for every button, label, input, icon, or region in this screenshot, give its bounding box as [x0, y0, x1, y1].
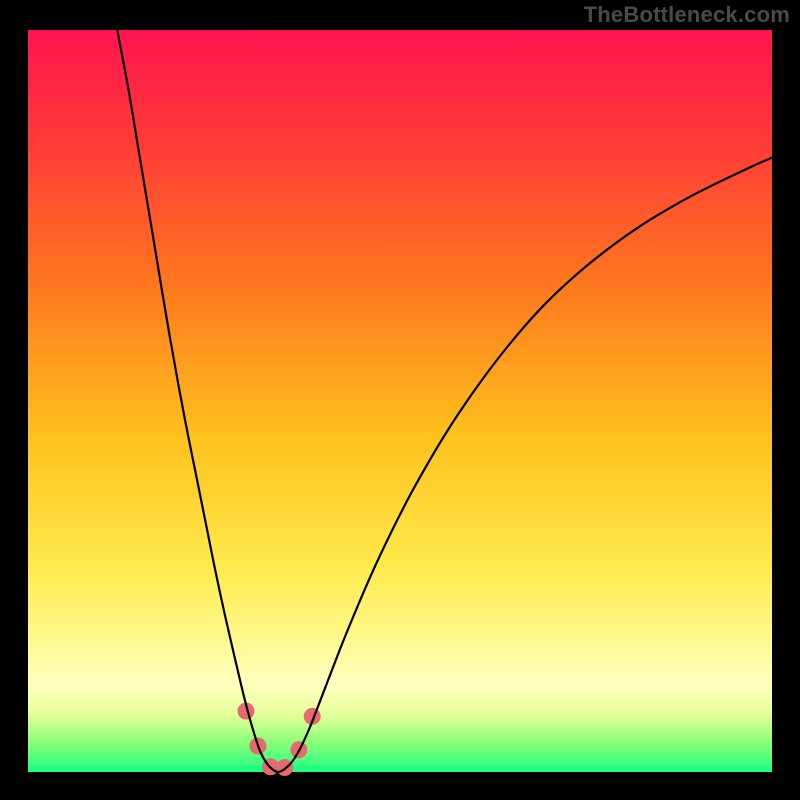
watermark-text: TheBottleneck.com: [584, 2, 790, 28]
bottleneck-chart: [0, 0, 800, 800]
green-baseline: [28, 766, 772, 772]
marker-point: [276, 759, 293, 776]
plot-background: [28, 30, 772, 772]
